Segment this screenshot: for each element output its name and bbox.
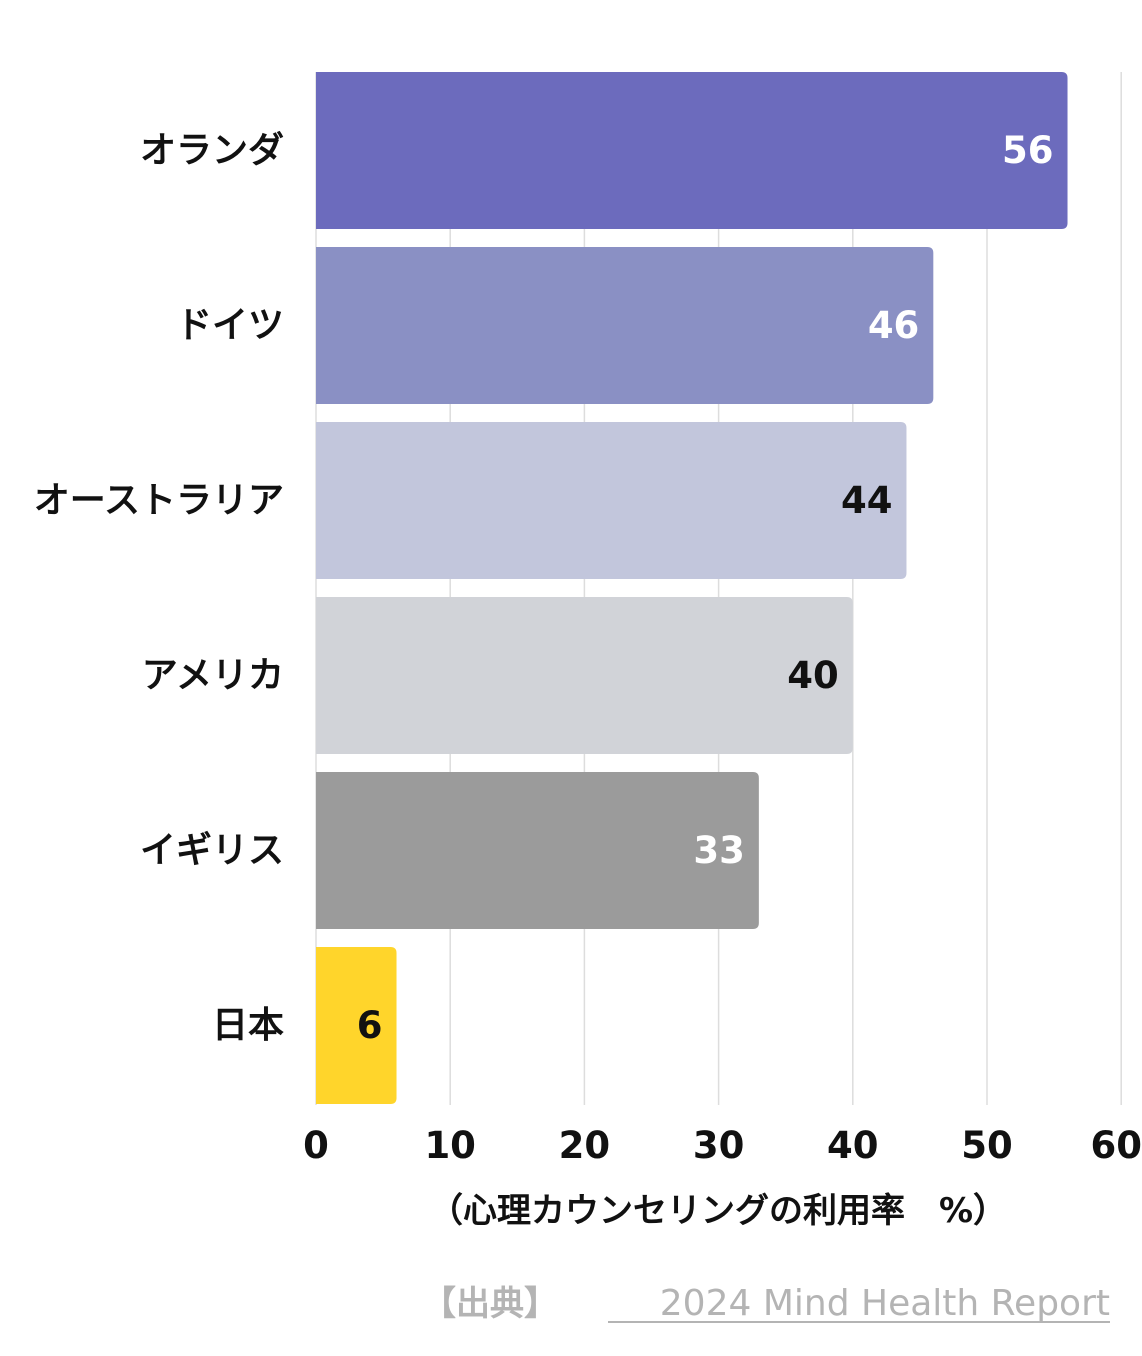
x-axis-title: （心理カウンセリングの利用率 %） (429, 1191, 1007, 1231)
x-tick-label-2: 20 (559, 1124, 611, 1167)
bar-2 (316, 422, 907, 579)
category-label-2: オーストラリア (34, 480, 284, 521)
value-label-1: 46 (868, 304, 920, 347)
grid-lines (315, 72, 1122, 1105)
x-tick-label-6: 60 (1091, 1124, 1142, 1167)
category-label-1: ドイツ (176, 305, 284, 346)
x-tick-label-3: 30 (693, 1124, 745, 1167)
value-label-4: 33 (693, 829, 745, 872)
x-tick-label-1: 10 (424, 1124, 476, 1167)
bar-3 (316, 597, 853, 754)
value-label-5: 6 (357, 1004, 383, 1047)
source-prefix: 【出典】 (422, 1284, 558, 1324)
category-label-4: イギリス (140, 830, 284, 871)
bar-5 (316, 947, 397, 1104)
source-link[interactable]: 2024 Mind Health Report (660, 1283, 1110, 1324)
value-label-0: 56 (1002, 129, 1054, 172)
value-labels: 56 46 44 40 33 6 (357, 129, 1054, 1047)
source-line: 【出典】 2024 Mind Health Report (422, 1283, 1110, 1324)
x-tick-label-5: 50 (961, 1124, 1013, 1167)
bar-0 (316, 72, 1068, 229)
x-tick-label-4: 40 (827, 1124, 879, 1167)
x-axis-tick-labels: 0 10 20 30 40 50 60 (303, 1124, 1142, 1167)
value-label-3: 40 (787, 654, 839, 697)
value-label-2: 44 (841, 479, 893, 522)
bar-1 (316, 247, 934, 404)
x-tick-label-0: 0 (303, 1124, 329, 1167)
category-label-5: 日本 (212, 1005, 284, 1046)
category-label-3: アメリカ (142, 655, 284, 696)
bar-4 (316, 772, 759, 929)
bars (316, 72, 1068, 1104)
category-label-0: オランダ (140, 130, 284, 171)
